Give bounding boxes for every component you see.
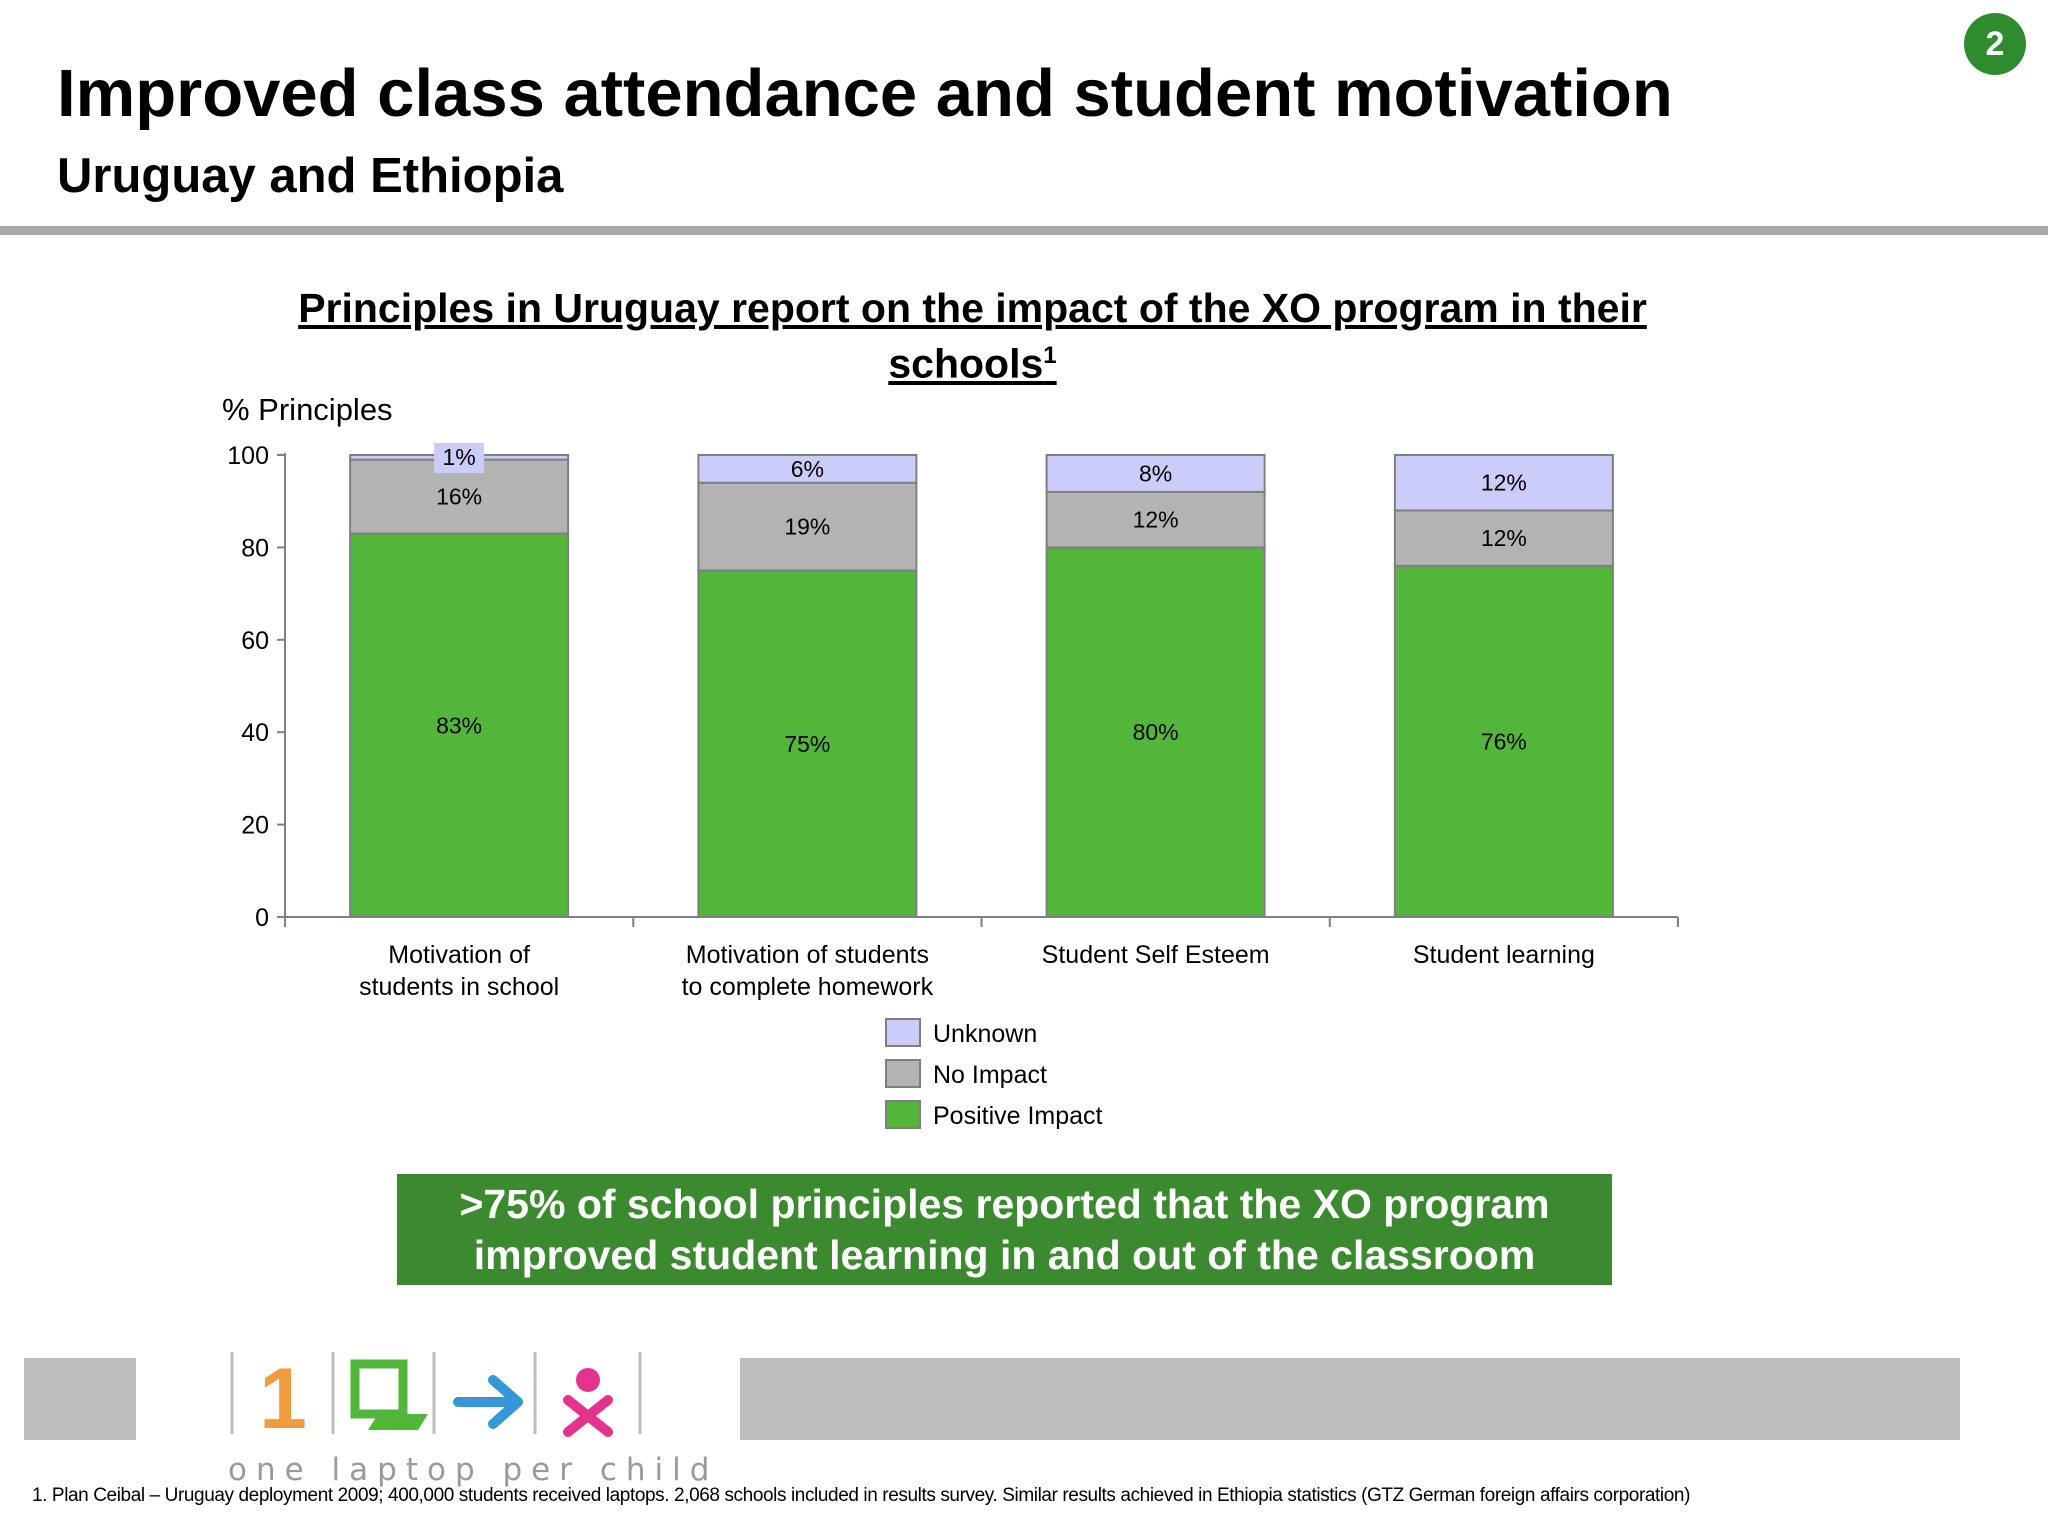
data-label: 83% (436, 712, 482, 738)
page-title: Improved class attendance and student mo… (57, 56, 1673, 131)
chart-title: Principles in Uruguay report on the impa… (240, 285, 1705, 388)
bar-segment (349, 532, 570, 918)
data-label: 12% (1481, 525, 1527, 551)
data-label: 80% (1133, 719, 1179, 745)
data-label: 1% (443, 444, 476, 470)
category-label: to complete homework (682, 973, 934, 1001)
bar-segment (697, 481, 918, 572)
chart-title-text: Principles in Uruguay report on the impa… (298, 285, 1647, 387)
logo-tagline: one laptop per child (228, 1452, 719, 1488)
footer-bar-right (740, 1358, 1960, 1440)
stacked-bar-chart: % Principles 0 20 40 60 80 100 83% 16% 1% Motivati… (222, 392, 1679, 1130)
y-tick-label: 20 (241, 812, 269, 840)
legend-label: Positive Impact (933, 1102, 1103, 1130)
category-label: Motivation of (388, 941, 530, 969)
laptop-icon (350, 1359, 428, 1430)
xo-child-icon (563, 1368, 613, 1437)
legend-swatch (885, 1059, 921, 1088)
footnote: 1. Plan Ceibal – Uruguay deployment 2009… (32, 1485, 1691, 1506)
header-divider (0, 226, 2048, 235)
page-number-badge: 2 (1964, 13, 2026, 75)
callout-line-1: >75% of school principles reported that … (459, 1180, 1550, 1227)
bar-segment (1393, 564, 1614, 918)
y-tick-label: 40 (241, 719, 269, 747)
data-label: 6% (791, 456, 824, 482)
legend-label: No Impact (933, 1061, 1047, 1089)
y-tick-label: 100 (227, 442, 269, 470)
data-label: 19% (784, 514, 830, 540)
bar-segment (1393, 454, 1614, 512)
bar-segment (697, 454, 918, 484)
bar-segment (1045, 490, 1266, 549)
legend-swatch (885, 1018, 921, 1047)
category-label: Student Self Esteem (1042, 941, 1270, 969)
bar-segment (1045, 454, 1266, 493)
chart-title-footnote-marker: 1 (1043, 342, 1057, 369)
legend-label: Unknown (933, 1020, 1037, 1048)
legend-swatch (885, 1100, 921, 1129)
callout-line-2: improved student learning in and out of … (473, 1231, 1536, 1278)
arrow-right-icon (453, 1375, 523, 1429)
key-finding-callout: >75% of school principles reported that … (397, 1174, 1612, 1285)
category-label: Motivation of students (686, 941, 929, 969)
page-subtitle: Uruguay and Ethiopia (57, 149, 564, 203)
data-label: 75% (784, 731, 830, 757)
bar-segment (1045, 546, 1266, 919)
data-label: 16% (436, 484, 482, 510)
y-tick-label: 0 (255, 904, 269, 932)
data-label: 12% (1481, 470, 1527, 496)
olpc-logo: 1 (230, 1351, 642, 1447)
y-tick-label: 80 (241, 534, 269, 562)
data-label: 76% (1481, 728, 1527, 754)
data-label-background (434, 443, 485, 473)
logo-digit: 1 (259, 1351, 307, 1447)
y-axis-label: % Principles (222, 392, 393, 427)
data-label: 8% (1139, 460, 1172, 486)
bar-segment (697, 569, 918, 918)
category-label: Student learning (1413, 941, 1595, 969)
category-label: students in school (359, 973, 559, 1001)
footer-bar-left (24, 1358, 136, 1440)
y-tick-label: 60 (241, 627, 269, 655)
data-label: 12% (1133, 507, 1179, 533)
